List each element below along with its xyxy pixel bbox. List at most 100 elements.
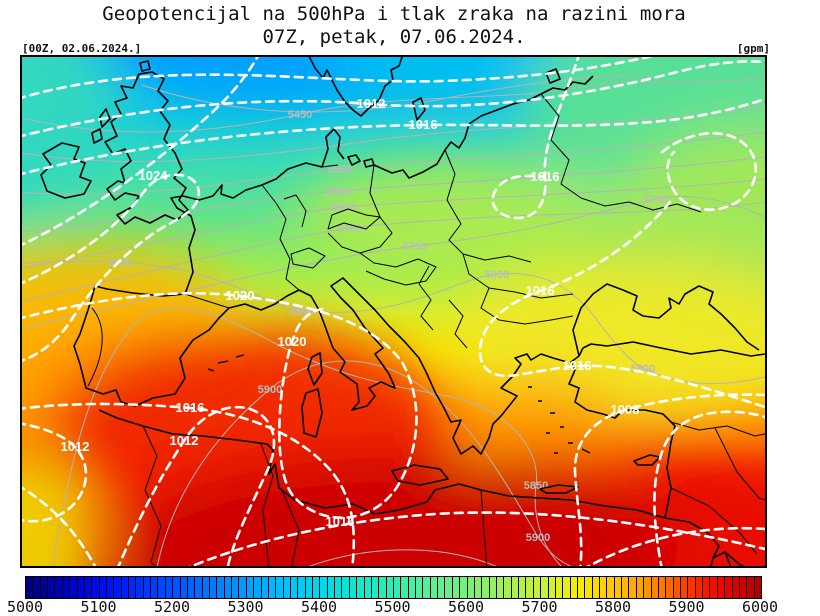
colorbar-cell bbox=[585, 577, 593, 598]
coast-greece bbox=[442, 353, 568, 455]
island-crete bbox=[539, 484, 579, 494]
colorbar-cell bbox=[40, 577, 49, 598]
colorbar-cell bbox=[55, 577, 63, 598]
colorbar-cell bbox=[666, 577, 674, 598]
colorbar-cell bbox=[143, 577, 152, 598]
colorbar-cell bbox=[474, 577, 483, 598]
colorbar-cell bbox=[651, 577, 659, 598]
colorbar-cell bbox=[276, 577, 284, 598]
geopotential-value-label: 5850 bbox=[524, 480, 548, 492]
colorbar bbox=[25, 576, 762, 599]
colorbar-tick-label: 5800 bbox=[594, 598, 632, 616]
weather-map: 5450555056005650570057505750580058005800… bbox=[22, 57, 765, 566]
colorbar-cell bbox=[70, 577, 78, 598]
geopotential-value-label: 5600 bbox=[326, 186, 350, 198]
colorbar-tick-label: 5200 bbox=[153, 598, 191, 616]
islands-aegean-balearic bbox=[207, 354, 591, 454]
colorbar-cell bbox=[688, 577, 696, 598]
colorbar-cell bbox=[180, 577, 188, 598]
colorbar-cell bbox=[26, 577, 34, 598]
island-sardinia bbox=[301, 388, 323, 438]
colorbar-cell bbox=[121, 577, 130, 598]
colorbar-cell bbox=[313, 577, 321, 598]
colorbar-cell bbox=[695, 577, 704, 598]
colorbar-cell bbox=[290, 577, 299, 598]
colorbar-cell bbox=[77, 577, 85, 598]
colorbar-cell bbox=[416, 577, 424, 598]
coast-mediterranean-north bbox=[120, 289, 396, 411]
colorbar-cell bbox=[658, 577, 667, 598]
colorbar-cell bbox=[622, 577, 630, 598]
colorbar-cell bbox=[158, 577, 166, 598]
colorbar-cell bbox=[570, 577, 578, 598]
isobar-value-label: 1016 bbox=[563, 358, 592, 373]
colorbar-cell bbox=[232, 577, 240, 598]
colorbar-cell bbox=[629, 577, 637, 598]
isobar-value-label: 1020 bbox=[278, 334, 307, 349]
colorbar-cell bbox=[195, 577, 203, 598]
colorbar-cell bbox=[209, 577, 218, 598]
colorbar-cell bbox=[548, 577, 556, 598]
colorbar-tick-label: 5600 bbox=[447, 598, 485, 616]
colorbar-cell bbox=[371, 577, 380, 598]
colorbar-cell bbox=[452, 577, 461, 598]
colorbar-cell bbox=[607, 577, 615, 598]
geopotential-value-label: 5750 bbox=[643, 194, 667, 206]
colorbar-cell bbox=[136, 577, 144, 598]
colorbar-cell bbox=[320, 577, 328, 598]
colorbar-cell bbox=[430, 577, 439, 598]
colorbar-cell bbox=[99, 577, 107, 598]
colorbar-cell bbox=[717, 577, 726, 598]
isobar-value-label: 1016 bbox=[409, 117, 438, 132]
colorbar-cell bbox=[305, 577, 314, 598]
pressure-contour-labels: 1012 1016 1024 1016 1020 1016 1020 1016 1008 1016… bbox=[61, 96, 640, 529]
colorbar-cell bbox=[497, 577, 505, 598]
isobar-value-label: 1016 bbox=[326, 514, 355, 529]
geopotential-value-label: 5900 bbox=[526, 532, 550, 544]
colorbar-cell bbox=[92, 577, 100, 598]
colorbar-cell bbox=[739, 577, 748, 598]
colorbar-cell bbox=[48, 577, 56, 598]
geopotential-value-label: 5650 bbox=[331, 202, 355, 214]
colorbar-cell bbox=[423, 577, 431, 598]
colorbar-cell bbox=[379, 577, 387, 598]
map-frame: 5450 5550 5600 5650 5700 5750 5750 5800 5800 5800… bbox=[20, 55, 767, 568]
isobar-value-label: 1016 bbox=[176, 400, 205, 415]
colorbar-cell bbox=[129, 577, 137, 598]
page-title: Geopotencijal na 500hPa i tlak zraka na … bbox=[102, 3, 686, 25]
colorbar-cell bbox=[84, 577, 93, 598]
colorbar-cell bbox=[703, 577, 711, 598]
colorbar-cell bbox=[563, 577, 571, 598]
geopotential-value-label: 5800 bbox=[108, 257, 132, 269]
isobar-value-label: 1020 bbox=[226, 288, 255, 303]
colorbar-cell bbox=[467, 577, 475, 598]
colorbar-cell bbox=[636, 577, 645, 598]
isobar-value-label: 1012 bbox=[357, 96, 386, 111]
colorbar-cell bbox=[386, 577, 394, 598]
geopotential-value-label: 5550 bbox=[328, 164, 352, 176]
colorbar-cell bbox=[33, 577, 41, 598]
colorbar-cell bbox=[504, 577, 512, 598]
colorbar-cell bbox=[600, 577, 608, 598]
geopotential-field bbox=[22, 57, 765, 566]
colorbar-cell bbox=[519, 577, 527, 598]
coast-sinai-red-sea bbox=[664, 517, 745, 566]
colorbar-cell bbox=[246, 577, 255, 598]
colorbar-tick-label: 5300 bbox=[227, 598, 264, 616]
colorbar-cell bbox=[298, 577, 306, 598]
colorbar-cell bbox=[224, 577, 233, 598]
colorbar-cell bbox=[460, 577, 468, 598]
colorbar-cell bbox=[555, 577, 564, 598]
colorbar-cell bbox=[62, 577, 71, 598]
island-sicily bbox=[391, 464, 449, 486]
geopotential-value-label: 5900 bbox=[258, 384, 282, 396]
colorbar-cell bbox=[357, 577, 365, 598]
geopotential-value-label: 5800 bbox=[485, 269, 509, 281]
colorbar-tick-label: 5500 bbox=[374, 598, 411, 616]
colorbar-cell bbox=[747, 577, 755, 598]
colorbar-cell bbox=[268, 577, 277, 598]
colorbar-cell bbox=[187, 577, 196, 598]
coast-ireland bbox=[40, 142, 92, 199]
colorbar-cell bbox=[335, 577, 343, 598]
colorbar-cell bbox=[342, 577, 350, 598]
